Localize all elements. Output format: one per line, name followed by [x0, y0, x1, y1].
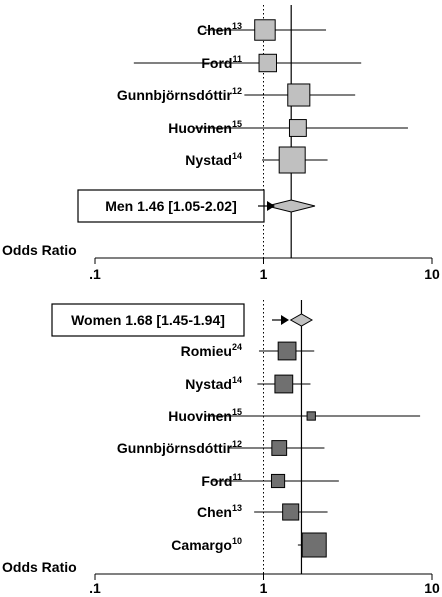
study-row: Ford11 [133, 53, 362, 73]
study-ref: 15 [232, 407, 242, 417]
study-ref: 14 [232, 375, 242, 385]
study-marker [288, 119, 307, 137]
study-row: Camargo10 [171, 532, 327, 558]
study-marker [254, 19, 276, 41]
study-row: Nystad14 [185, 146, 328, 174]
summary-arrow-head [281, 315, 289, 325]
study-marker [306, 411, 316, 421]
study-ref: 13 [232, 21, 242, 31]
summary-box [51, 303, 245, 337]
x-tick-label: 10 [424, 580, 440, 596]
study-ref: 24 [232, 342, 242, 352]
summary-label: Women 1.68 [1.45-1.94] [71, 312, 225, 328]
summary-box [77, 189, 265, 223]
study-label: Nystad14 [185, 151, 242, 168]
study-label: Ford11 [201, 472, 242, 489]
study-label: Camargo10 [171, 536, 242, 553]
x-tick-label: 10 [424, 266, 440, 282]
women-panel: Romieu24 Nystad14 Huovinen15 Gunnbjörnsdótt… [2, 300, 440, 596]
study-marker [277, 341, 297, 361]
study-marker [287, 83, 311, 107]
x-axis-label: Odds Ratio [2, 559, 77, 575]
study-label: Nystad14 [185, 375, 242, 392]
study-marker [282, 503, 300, 521]
study-marker [301, 532, 327, 558]
study-row: Chen13 [197, 19, 327, 41]
men-panel: Chen13 Ford11 Gunnbjörnsdóttir12 Huovinen15… [2, 5, 440, 282]
study-marker [271, 440, 288, 456]
study-row: Chen13 [197, 503, 328, 521]
study-label: Huovinen15 [168, 407, 242, 424]
study-label: Chen13 [197, 21, 242, 38]
study-row: Gunnbjörnsdóttir12 [117, 439, 325, 456]
study-row: Huovinen15 [168, 407, 421, 424]
study-label: Ford11 [201, 54, 242, 71]
study-marker [270, 473, 286, 489]
study-row: Ford11 [201, 472, 339, 489]
summary-diamond [289, 313, 314, 327]
study-row: Huovinen15 [168, 119, 408, 137]
study-row: Gunnbjörnsdóttir12 [117, 83, 356, 107]
study-ref: 13 [232, 503, 242, 513]
study-ref: 11 [232, 54, 242, 64]
x-tick-label: 1 [260, 266, 268, 282]
study-marker [278, 146, 306, 174]
summary-label: Men 1.46 [1.05-2.02] [105, 198, 237, 214]
study-marker [258, 53, 277, 73]
study-label: Chen13 [197, 503, 242, 520]
study-row: Romieu24 [181, 341, 315, 361]
x-tick-label: .1 [89, 266, 101, 282]
study-label: Gunnbjörnsdóttir12 [117, 86, 242, 103]
summary-arrow-head [267, 201, 275, 211]
x-axis-label: Odds Ratio [2, 242, 77, 258]
x-tick-label: .1 [89, 580, 101, 596]
summary-diamond [266, 199, 316, 213]
study-row: Nystad14 [185, 374, 311, 394]
study-ref: 15 [232, 119, 242, 129]
x-tick-label: 1 [260, 580, 268, 596]
study-label: Gunnbjörnsdóttir12 [117, 439, 242, 456]
study-ref: 14 [232, 151, 242, 161]
study-ref: 10 [232, 536, 242, 546]
study-ref: 12 [232, 86, 242, 96]
study-ref: 11 [232, 472, 242, 482]
study-marker [274, 374, 294, 394]
study-ref: 12 [232, 439, 242, 449]
study-label: Romieu24 [181, 342, 242, 359]
study-label: Huovinen15 [168, 119, 242, 136]
